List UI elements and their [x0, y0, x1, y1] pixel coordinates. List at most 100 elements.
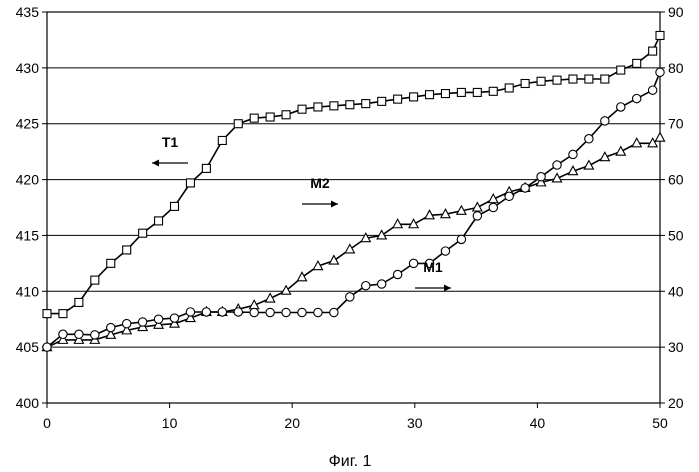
- data-point-square: [585, 75, 593, 83]
- figure-caption: Фиг. 1: [329, 453, 372, 470]
- data-point-square: [43, 310, 51, 318]
- data-point-circle: [234, 308, 242, 316]
- data-point-square: [457, 88, 465, 96]
- data-point-square: [314, 103, 322, 111]
- y-right-tick-label: 30: [668, 339, 684, 355]
- data-point-square: [649, 47, 657, 55]
- data-point-circle: [377, 280, 385, 288]
- series-label-T1: T1: [162, 134, 179, 150]
- data-point-square: [218, 136, 226, 144]
- y-left-tick-label: 415: [16, 227, 40, 243]
- data-point-circle: [122, 319, 130, 327]
- data-point-square: [521, 79, 529, 87]
- series-layer: [42, 31, 664, 351]
- data-point-circle: [170, 314, 178, 322]
- data-point-circle: [521, 184, 529, 192]
- data-point-triangle: [329, 256, 338, 265]
- series-label-M1: M1: [423, 259, 443, 275]
- data-point-triangle: [655, 133, 664, 142]
- data-point-circle: [154, 315, 162, 323]
- data-point-square: [75, 298, 83, 306]
- x-tick-label: 50: [652, 415, 668, 431]
- x-tick-label: 30: [407, 415, 423, 431]
- data-point-square: [298, 105, 306, 113]
- y-right-tick-label: 60: [668, 172, 684, 188]
- data-point-circle: [601, 117, 609, 125]
- data-point-square: [617, 66, 625, 74]
- data-point-square: [489, 87, 497, 95]
- data-point-square: [155, 217, 163, 225]
- arrow-head-T1: [152, 160, 159, 167]
- data-point-square: [633, 59, 641, 67]
- data-point-square: [378, 97, 386, 105]
- x-tick-label: 0: [43, 415, 51, 431]
- y-right-tick-label: 90: [668, 4, 684, 20]
- data-point-circle: [441, 247, 449, 255]
- y-right-tick-label: 80: [668, 60, 684, 76]
- data-point-circle: [457, 235, 465, 243]
- data-point-circle: [473, 212, 481, 220]
- data-point-circle: [202, 308, 210, 316]
- x-tick-label: 20: [284, 415, 300, 431]
- data-point-triangle: [345, 244, 354, 253]
- data-point-circle: [250, 308, 258, 316]
- data-point-circle: [553, 161, 561, 169]
- data-point-circle: [505, 192, 513, 200]
- data-point-circle: [266, 308, 274, 316]
- data-point-square: [266, 113, 274, 121]
- data-point-square: [202, 164, 210, 172]
- y-left-tick-label: 405: [16, 339, 40, 355]
- data-point-square: [234, 120, 242, 128]
- data-point-square: [410, 93, 418, 101]
- x-tick-label: 10: [162, 415, 178, 431]
- data-point-square: [250, 114, 258, 122]
- grid-lines: [47, 68, 660, 347]
- series-label-M2: M2: [310, 175, 330, 191]
- y-right-tick-label: 70: [668, 116, 684, 132]
- data-point-square: [569, 75, 577, 83]
- data-point-square: [139, 229, 147, 237]
- data-point-triangle: [473, 203, 482, 212]
- data-point-square: [601, 75, 609, 83]
- y-left-tick-label: 430: [16, 60, 40, 76]
- data-point-circle: [75, 330, 83, 338]
- data-point-circle: [282, 308, 290, 316]
- y-left-tick-label: 400: [16, 395, 40, 411]
- data-point-square: [346, 101, 354, 109]
- series-line-M2: [47, 138, 660, 347]
- y-right-tick-label: 50: [668, 227, 684, 243]
- data-point-circle: [314, 308, 322, 316]
- data-point-square: [330, 102, 338, 110]
- data-point-circle: [393, 270, 401, 278]
- data-point-circle: [362, 282, 370, 290]
- data-point-square: [186, 179, 194, 187]
- data-point-circle: [537, 173, 545, 181]
- data-point-circle: [186, 308, 194, 316]
- data-point-circle: [633, 94, 641, 102]
- data-point-circle: [648, 86, 656, 94]
- data-point-square: [553, 76, 561, 84]
- data-point-square: [91, 276, 99, 284]
- data-point-square: [107, 259, 115, 267]
- series-M1: [43, 68, 664, 351]
- data-point-circle: [330, 308, 338, 316]
- data-point-circle: [138, 318, 146, 326]
- data-point-triangle: [377, 230, 386, 239]
- data-point-circle: [489, 203, 497, 211]
- data-point-circle: [656, 68, 664, 76]
- x-tick-label: 40: [530, 415, 546, 431]
- data-point-square: [473, 88, 481, 96]
- data-point-square: [59, 310, 67, 318]
- data-point-circle: [59, 330, 67, 338]
- data-point-triangle: [297, 272, 306, 281]
- data-point-square: [441, 90, 449, 98]
- y-right-tick-label: 40: [668, 283, 684, 299]
- data-point-circle: [585, 135, 593, 143]
- series-line-M1: [47, 72, 660, 347]
- data-point-square: [394, 95, 402, 103]
- data-point-circle: [409, 259, 417, 267]
- plot-frame: [47, 12, 660, 403]
- y-left-tick-label: 435: [16, 4, 40, 20]
- data-point-square: [171, 202, 179, 210]
